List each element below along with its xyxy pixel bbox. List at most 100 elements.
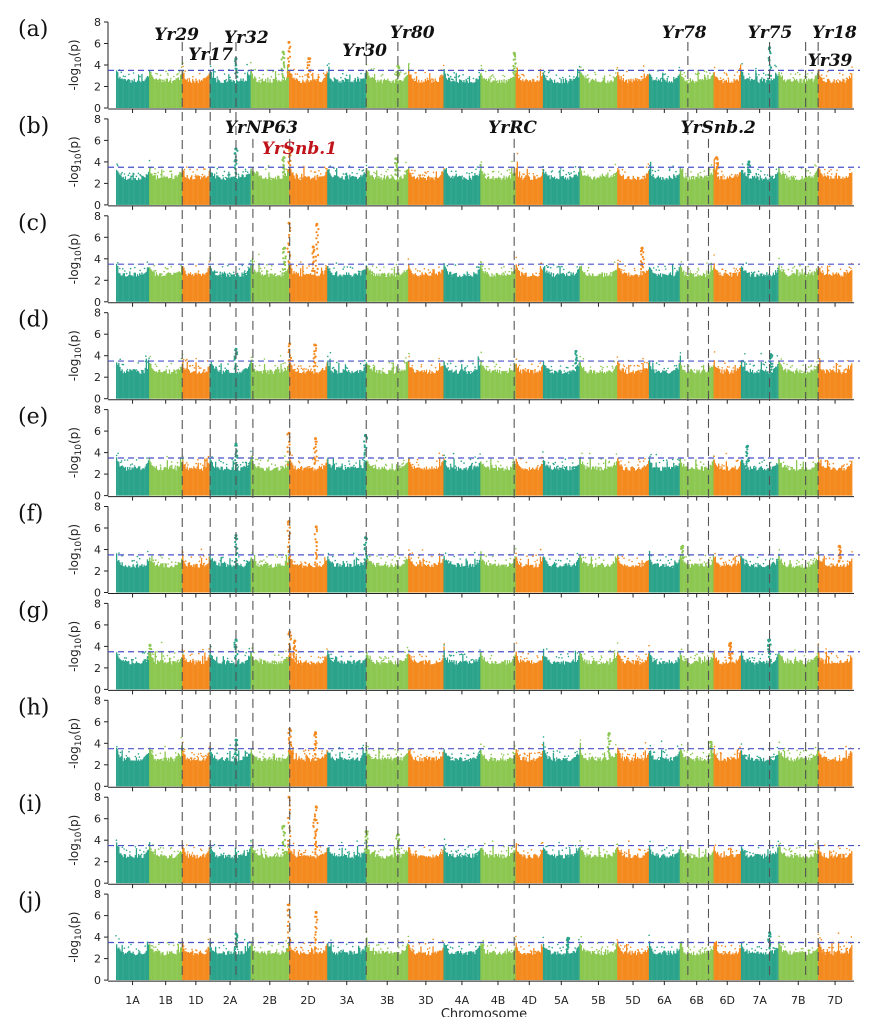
peak-b-5 [746,160,752,176]
chromosome-band-6D [713,159,742,205]
chromosome-band-7A [740,743,780,787]
peak-h-1 [313,731,318,759]
y-axis-label: -log10(p) [67,330,84,381]
chromosome-band-4D [515,841,544,884]
peak-top [512,51,516,55]
y-tick-label: 4 [94,640,101,653]
chromosome-band-4D [515,548,544,593]
chromosome-band-1A [115,452,151,496]
chromosome-band-3B [366,352,410,399]
chromosome-band-1D [182,741,211,787]
chromosome-band-6B [679,648,715,690]
peak-top [314,910,318,914]
chromosome-band-5B [579,66,619,108]
y-tick-label: 2 [94,662,101,675]
peak-top [313,818,317,822]
chromosome-band-3A [327,840,367,884]
chromosome-band-5D [617,163,650,205]
chromosome-band-1A [116,69,151,108]
peak-j-0 [286,903,292,952]
chromosome-band-6B [679,261,715,302]
chromosome-band-5D [617,840,650,884]
peak-top [314,525,318,529]
chromosome-band-3A [327,351,367,399]
chromosome-band-4B [480,840,518,884]
y-axis-label: -log10(p) [67,621,84,672]
y-tick-label: 0 [94,974,101,987]
chromosome-band-3B [366,555,410,593]
gene-label-Yr75: Yr75 [748,23,793,43]
gene-position-lines [181,42,819,981]
y-tick-label: 2 [94,759,101,772]
chromosome-band-7A [740,553,780,593]
x-tick-label-7B: 7B [791,994,806,1007]
chromosome-band-3B [366,840,410,884]
y-tick-label: 8 [94,307,101,320]
chromosome-band-6B [679,744,715,787]
chromosome-band-3B [366,457,410,496]
chromosome-band-2A [209,450,252,496]
chromosome-band-3D [408,168,445,205]
scatter-points [115,40,853,981]
peak-top [715,156,719,160]
chromosome-band-7D [818,745,853,787]
y-tick-label: 2 [94,468,101,481]
chromosome-band-4B [480,351,517,399]
y-tick-label: 4 [94,253,101,266]
chromosome-band-4D [515,456,544,496]
gene-label-Yr32: Yr32 [224,28,269,48]
chromosome-band-4D [515,67,544,108]
chromosome-band-3A [327,552,367,593]
peak-e-1 [312,437,318,465]
y-axis-label: -log10(p) [67,136,84,187]
chromosome-band-1B [149,62,184,108]
x-tick-label-2B: 2B [263,994,278,1007]
chromosome-band-5D [617,259,650,302]
y-tick-label: 8 [94,694,101,707]
chromosome-band-6D [713,745,742,787]
y-tick-label: 6 [94,813,101,826]
x-tick-label-6D: 6D [720,994,735,1007]
x-tick-label-4A: 4A [455,994,470,1007]
peak-g-2 [292,639,298,660]
y-tick-label: 4 [94,931,101,944]
chromosome-band-2D [289,68,328,108]
gene-label-YrNP63: YrNP63 [225,118,298,138]
peak-top [729,641,733,645]
chromosome-band-5D [617,555,650,593]
gene-label-Yr18: Yr18 [812,23,857,43]
y-tick-label: 4 [94,156,101,169]
chromosome-band-4A [443,452,482,496]
panel-label: (a) [18,17,48,42]
peak-e-4 [745,444,751,467]
chromosome-band-4D [515,935,544,981]
gene-label-Yr80: Yr80 [390,23,435,43]
chromosome-band-1D [182,65,210,108]
chromosome-band-2B [250,841,290,884]
y-tick-label: 8 [94,404,101,417]
chromosome-band-6B [679,362,715,399]
chromosome-band-2D [289,554,328,593]
chromosome-band-7D [817,932,853,981]
chromosome-band-1A [115,935,151,981]
chromosome-band-4D [515,152,544,205]
x-tick-label-7D: 7D [827,994,842,1007]
chromosome-band-1A [116,745,151,787]
chromosome-band-7B [778,842,820,884]
y-tick-label: 8 [94,16,101,29]
peak-top [234,738,238,742]
chromosome-band-3D [408,643,446,690]
chromosome-band-3B [366,161,410,205]
x-tick-label-6A: 6A [657,994,672,1007]
chromosome-band-3A [327,457,367,496]
x-tick-label-5B: 5B [591,994,606,1007]
chromosome-band-3A [327,939,367,981]
y-tick-label: 0 [94,683,101,696]
chromosome-band-1B [149,641,184,690]
y-tick-label: 4 [94,447,101,460]
chromosome-band-5B [579,452,619,496]
chromosome-band-2A [209,554,252,593]
chromosome-band-4A [443,69,482,108]
peak-top [769,353,773,357]
chromosome-band-4B [480,64,518,108]
